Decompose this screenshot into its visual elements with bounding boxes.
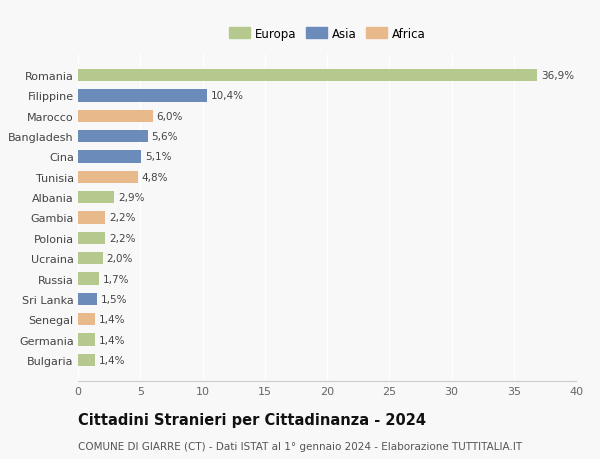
Bar — [78, 252, 103, 265]
Text: 2,2%: 2,2% — [109, 213, 136, 223]
Text: 1,4%: 1,4% — [99, 314, 125, 325]
Text: 5,1%: 5,1% — [145, 152, 172, 162]
Bar — [78, 151, 142, 163]
Text: Cittadini Stranieri per Cittadinanza - 2024: Cittadini Stranieri per Cittadinanza - 2… — [78, 413, 426, 428]
Text: 5,6%: 5,6% — [151, 132, 178, 142]
Text: 36,9%: 36,9% — [541, 71, 574, 81]
Text: 6,0%: 6,0% — [157, 112, 183, 122]
Bar — [78, 273, 99, 285]
Text: 1,5%: 1,5% — [100, 294, 127, 304]
Text: 4,8%: 4,8% — [142, 173, 168, 182]
Bar — [78, 90, 208, 102]
Bar — [78, 293, 97, 305]
Bar — [78, 70, 538, 82]
Bar — [78, 192, 114, 204]
Bar — [78, 171, 138, 184]
Legend: Europa, Asia, Africa: Europa, Asia, Africa — [226, 25, 428, 43]
Bar — [78, 334, 95, 346]
Bar — [78, 313, 95, 325]
Bar — [78, 111, 152, 123]
Text: 2,2%: 2,2% — [109, 233, 136, 243]
Bar — [78, 131, 148, 143]
Bar — [78, 212, 106, 224]
Text: 1,7%: 1,7% — [103, 274, 130, 284]
Text: 1,4%: 1,4% — [99, 355, 125, 365]
Text: 10,4%: 10,4% — [211, 91, 244, 101]
Text: 2,0%: 2,0% — [107, 254, 133, 263]
Bar — [78, 232, 106, 244]
Text: COMUNE DI GIARRE (CT) - Dati ISTAT al 1° gennaio 2024 - Elaborazione TUTTITALIA.: COMUNE DI GIARRE (CT) - Dati ISTAT al 1°… — [78, 441, 522, 451]
Text: 2,9%: 2,9% — [118, 193, 145, 203]
Bar — [78, 354, 95, 366]
Text: 1,4%: 1,4% — [99, 335, 125, 345]
